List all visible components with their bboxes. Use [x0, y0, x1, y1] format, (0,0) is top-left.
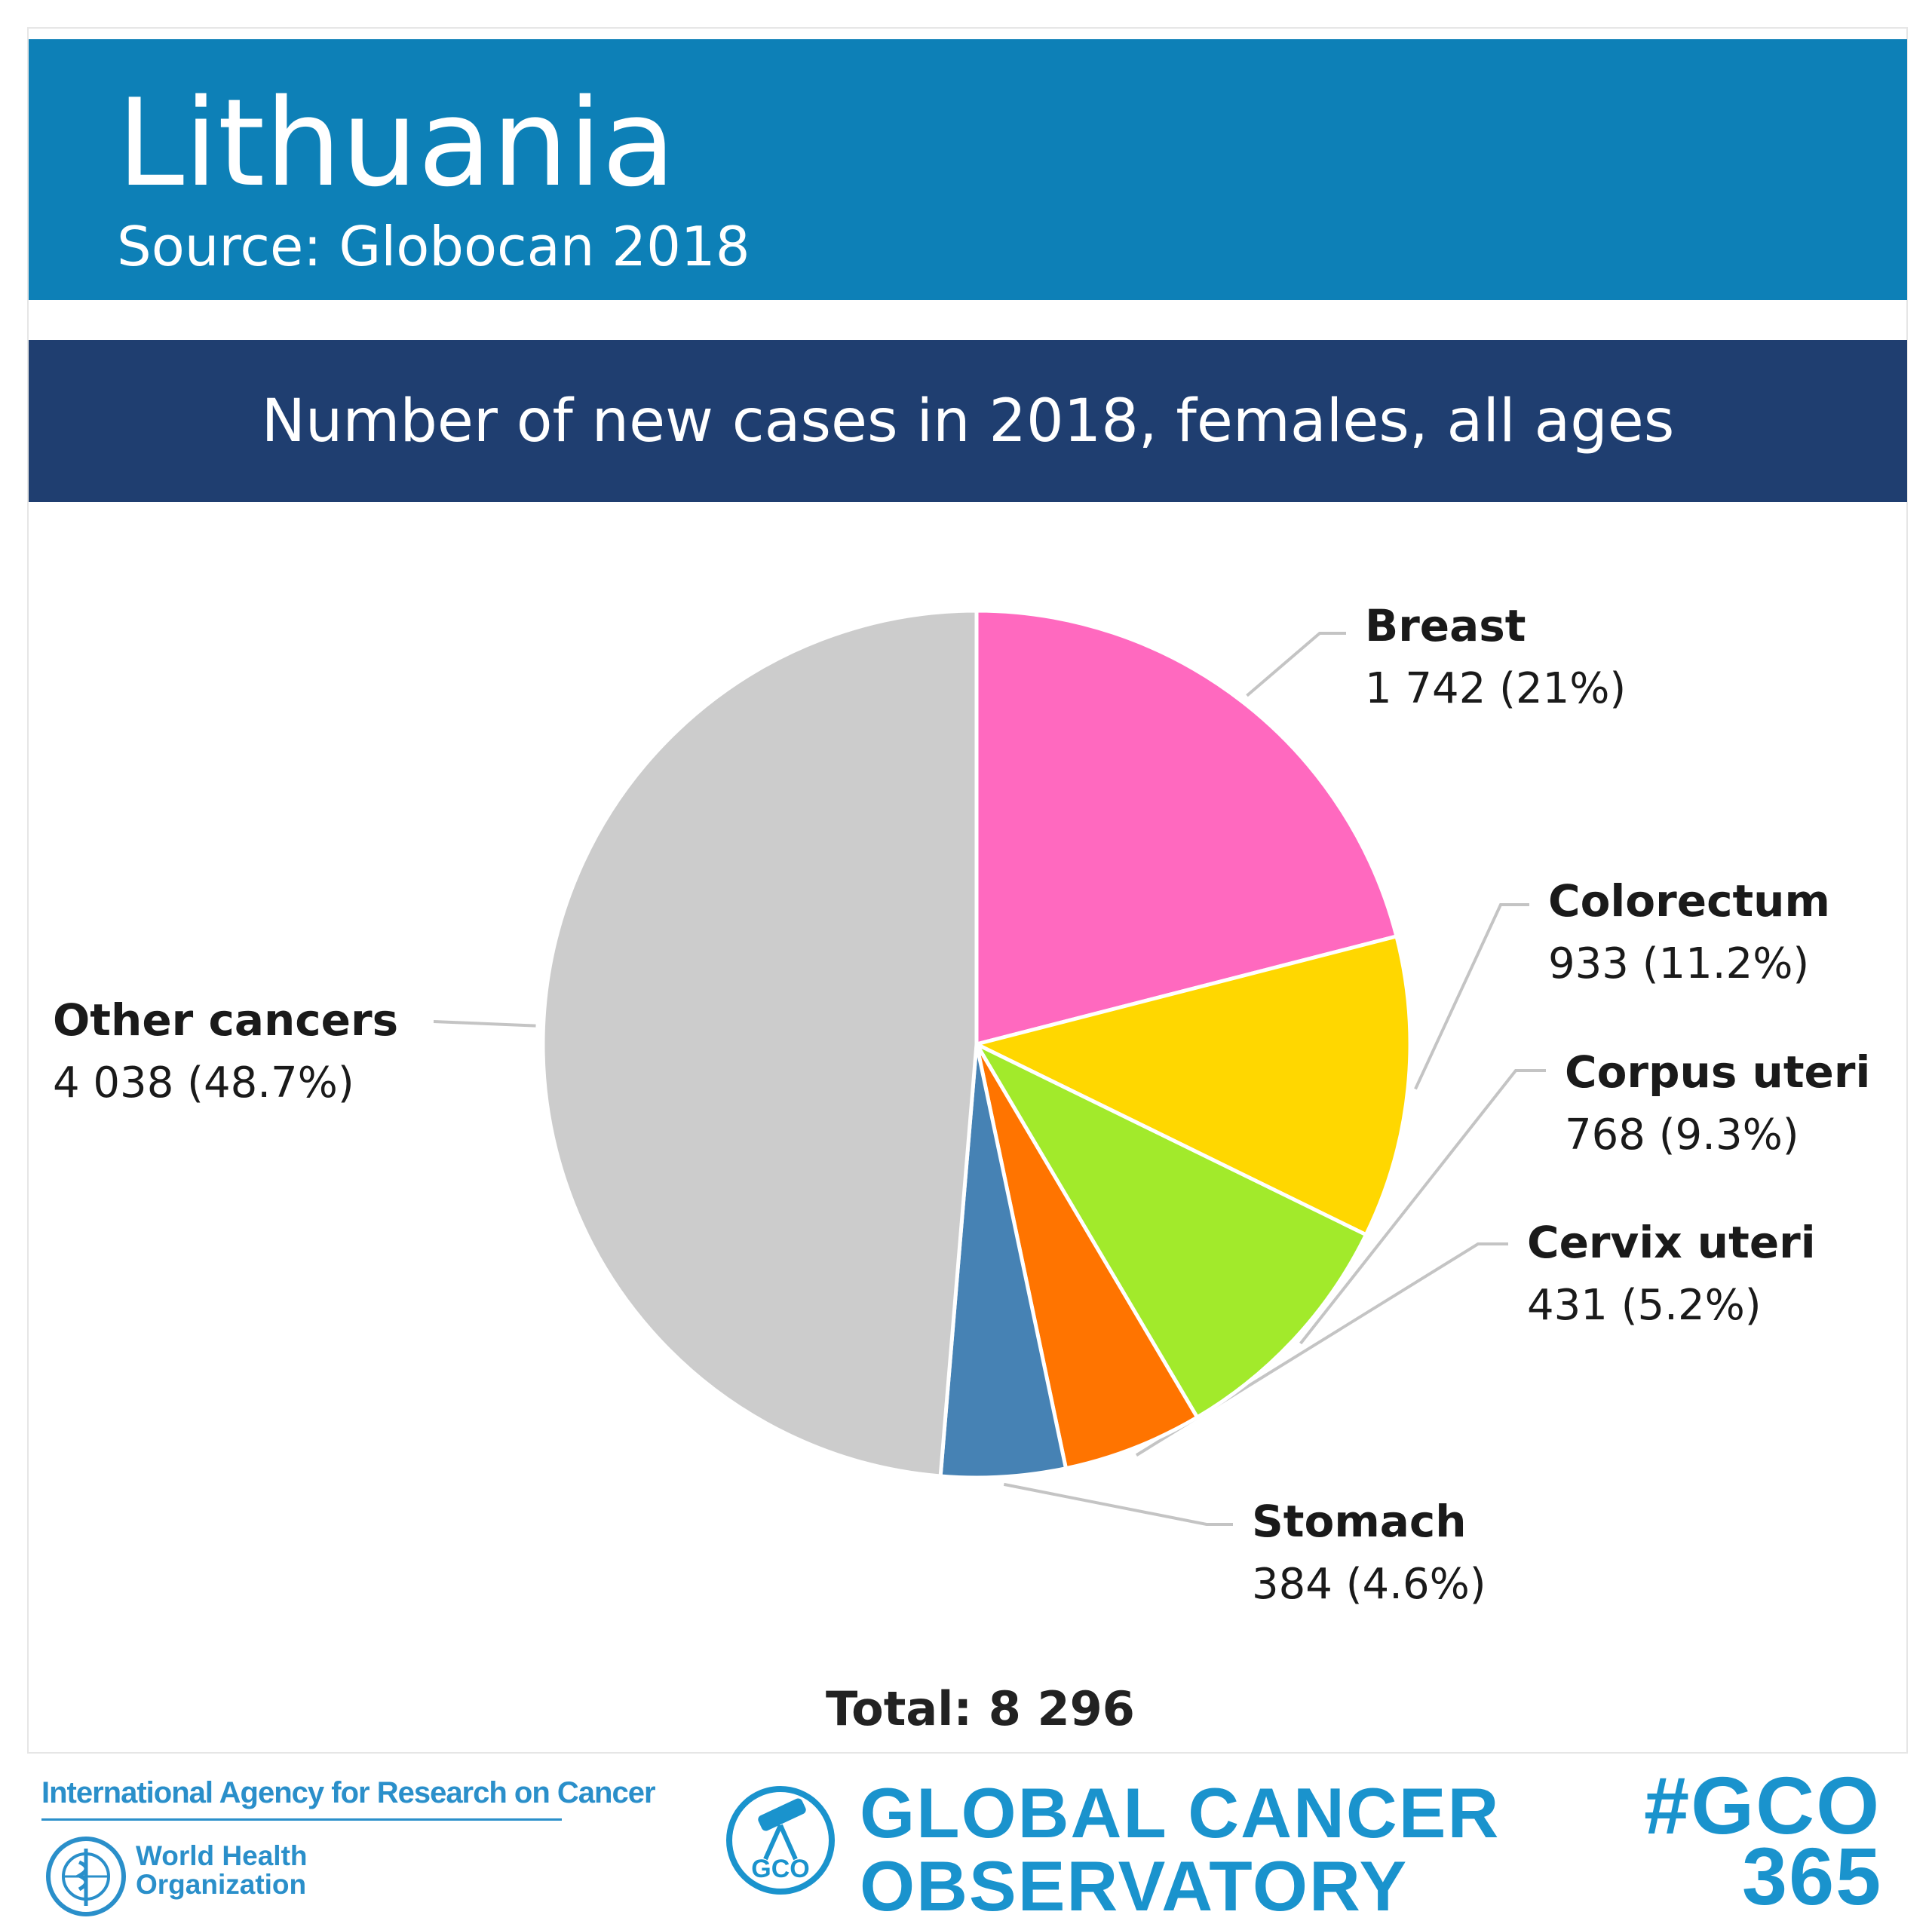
telescope-icon: GCO — [726, 1786, 835, 1895]
hashtag-line1: #GCO — [1644, 1760, 1881, 1851]
hashtag-line2: 365 — [1742, 1830, 1883, 1922]
slice-name-stomach: Stomach — [1252, 1496, 1467, 1547]
slice-cervix-uteri — [974, 1043, 1201, 1471]
iarc-divider — [41, 1818, 562, 1821]
who-name-line2: Organization — [136, 1869, 307, 1900]
source-label: Source: Globocan 2018 — [117, 215, 750, 278]
slice-value-colorectum: 933 (11.2%) — [1548, 939, 1809, 988]
slice-value-breast: 1 742 (21%) — [1365, 664, 1626, 713]
slice-value-other-cancers: 4 038 (48.7%) — [53, 1058, 354, 1107]
slice-value-corpus-uteri: 768 (9.3%) — [1565, 1111, 1799, 1160]
leader-line-colorectum — [1414, 903, 1529, 1090]
footer — [0, 1754, 1932, 1930]
iarc-name: International Agency for Research on Can… — [41, 1776, 656, 1809]
slice-other-cancers — [541, 608, 979, 1478]
slice-name-breast: Breast — [1365, 600, 1526, 651]
who-emblem-icon — [46, 1837, 126, 1916]
slice-name-other-cancers: Other cancers — [53, 994, 398, 1046]
gco-name: GLOBAL CANCER OBSERVATORY — [860, 1776, 1500, 1922]
slice-breast — [974, 608, 1399, 1047]
who-name: World Health Organization — [136, 1842, 308, 1899]
leader-line-cervix-uteri — [1135, 1242, 1508, 1457]
who-name-line1: World Health — [136, 1840, 308, 1871]
chart-title-bar: Number of new cases in 2018, females, al… — [29, 340, 1907, 502]
gco-badge-text: GCO — [751, 1855, 809, 1883]
slice-colorectum — [971, 933, 1412, 1238]
card-frame — [27, 27, 1908, 1754]
country-title: Lithuania — [117, 72, 676, 213]
gco-name-line1: GLOBAL CANCER — [860, 1773, 1501, 1852]
slice-name-corpus-uteri: Corpus uteri — [1565, 1046, 1870, 1098]
header-banner — [29, 39, 1907, 300]
slice-stomach — [938, 1043, 1069, 1480]
hashtag: #GCO 365 — [1644, 1760, 1883, 1922]
slice-value-stomach: 384 (4.6%) — [1252, 1560, 1486, 1609]
chart-title: Number of new cases in 2018, females, al… — [261, 387, 1675, 455]
pie-chart: Breast 1 742 (21%) Colorectum 933 (11.2%) Co… — [53, 600, 1870, 1736]
gco-name-line2: OBSERVATORY — [860, 1846, 1409, 1925]
leader-line-breast — [1246, 632, 1346, 697]
slice-name-cervix-uteri: Cervix uteri — [1527, 1217, 1816, 1268]
slice-value-cervix-uteri: 431 (5.2%) — [1527, 1281, 1762, 1330]
slice-name-colorectum: Colorectum — [1548, 875, 1830, 927]
leader-line-stomach — [1003, 1482, 1233, 1526]
slice-corpus-uteri — [971, 1040, 1369, 1420]
leader-line-corpus-uteri — [1299, 1069, 1546, 1345]
leader-line-other-cancers — [433, 1020, 536, 1028]
total-label: Total: 8 296 — [826, 1681, 1135, 1736]
